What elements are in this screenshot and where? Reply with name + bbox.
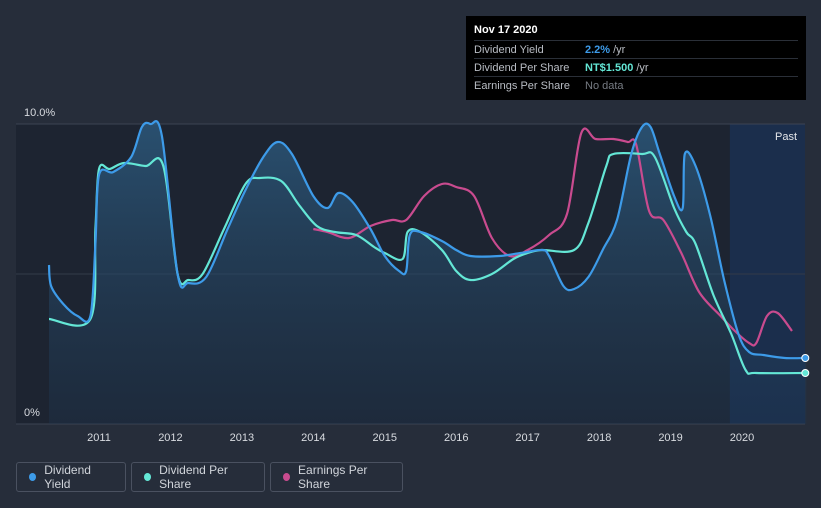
tooltip-panel: Nov 17 2020 Dividend Yield 2.2% /yr Divi… <box>466 16 806 100</box>
tooltip-label: Dividend Per Share <box>474 61 570 74</box>
x-tick-label: 2012 <box>158 432 182 444</box>
legend-dividend-yield[interactable]: Dividend Yield <box>16 462 126 492</box>
tooltip-row-dps: Dividend Per Share NT$1.500 /yr <box>474 58 798 76</box>
tooltip-unit: /yr <box>636 61 649 74</box>
x-tick-label: 2016 <box>444 432 468 444</box>
y-tick-bottom: 0% <box>24 407 40 419</box>
tooltip-value: 2.2% <box>585 43 611 56</box>
legend-dot-icon <box>283 473 291 481</box>
dividend-per-share-end-marker[interactable] <box>801 369 810 377</box>
dividend-yield-line <box>47 120 807 360</box>
legend-earnings-per-share[interactable]: Earnings Per Share <box>270 462 403 492</box>
tooltip-value: NT$1.500 <box>585 61 634 74</box>
tooltip-date: Nov 17 2020 <box>474 24 538 36</box>
tooltip-unit: /yr <box>613 43 626 56</box>
dividend-per-share-line <box>48 151 807 375</box>
earnings-per-share-line <box>313 127 793 347</box>
x-tick-label: 2015 <box>373 432 397 444</box>
x-tick-label: 2017 <box>515 432 539 444</box>
x-tick-label: 2011 <box>87 432 111 444</box>
y-tick-top: 10.0% <box>24 107 55 119</box>
tooltip-row-yield: Dividend Yield 2.2% /yr <box>474 40 798 58</box>
x-tick-label: 2019 <box>658 432 682 444</box>
tooltip-value: No data <box>585 79 624 92</box>
legend-label: Dividend Yield <box>44 463 91 491</box>
legend-label: Earnings Per Share <box>298 463 368 491</box>
tooltip-label: Dividend Yield <box>474 43 544 56</box>
legend-dot-icon <box>29 473 37 481</box>
x-tick-label: 2018 <box>587 432 611 444</box>
x-tick-label: 2014 <box>301 432 325 444</box>
legend-dot-icon <box>144 473 152 481</box>
dividend-yield-end-marker[interactable] <box>801 354 810 362</box>
tooltip-row-eps: Earnings Per Share No data <box>474 76 798 94</box>
legend-dividend-per-share[interactable]: Dividend Per Share <box>131 462 265 492</box>
legend-label: Dividend Per Share <box>159 463 228 491</box>
x-tick-label: 2013 <box>230 432 254 444</box>
yield-area <box>49 121 807 425</box>
x-tick-label: 2020 <box>730 432 754 444</box>
tooltip-label: Earnings Per Share <box>474 79 570 92</box>
past-label: Past <box>775 131 797 143</box>
